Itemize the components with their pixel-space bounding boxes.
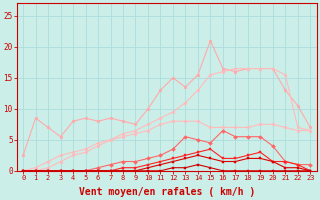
X-axis label: Vent moyen/en rafales ( km/h ): Vent moyen/en rafales ( km/h ): [79, 187, 255, 197]
